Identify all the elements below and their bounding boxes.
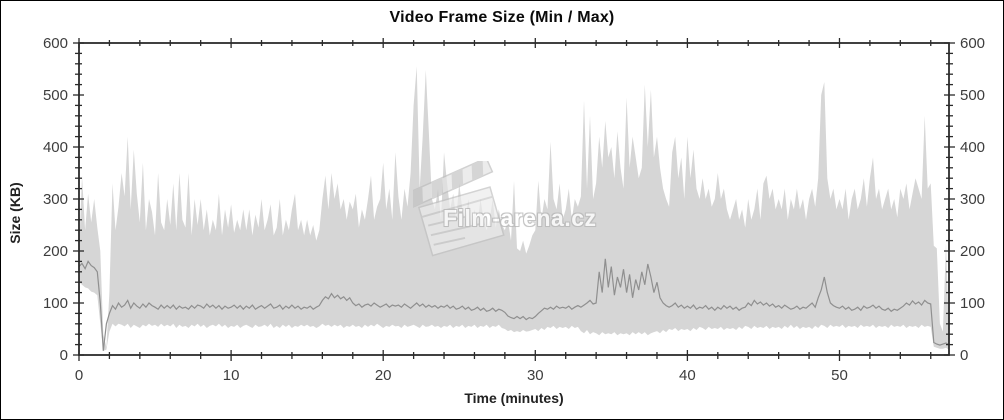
y-tick-label-left: 100 [43,295,68,312]
x-axis-label: Time (minutes) [464,390,564,406]
y-tick-label-left: 500 [43,87,68,104]
x-tick-label: 50 [831,367,848,384]
y-tick-label-right: 500 [960,87,985,104]
y-axis-label: Size (KB) [7,182,23,244]
x-tick-label: 40 [679,367,696,384]
y-tick-label-right: 400 [960,139,985,156]
y-tick-label-right: 200 [960,243,985,260]
y-tick-label-right: 600 [960,35,985,52]
y-tick-label-right: 100 [960,295,985,312]
y-tick-label-left: 600 [43,35,68,52]
x-tick-label: 30 [527,367,544,384]
y-tick-label-left: 400 [43,139,68,156]
minmax-band [79,66,949,351]
y-tick-label-right: 300 [960,191,985,208]
x-tick-label: 0 [75,367,83,384]
y-tick-label-left: 200 [43,243,68,260]
chart-title: Video Frame Size (Min / Max) [389,9,615,26]
y-tick-label-right: 0 [960,347,968,364]
axis-ticks [73,38,955,361]
x-tick-label: 10 [223,367,240,384]
x-tick-label: 20 [375,367,392,384]
avg-line [78,258,950,351]
y-tick-label-left: 0 [60,347,68,364]
y-tick-label-left: 300 [43,191,68,208]
